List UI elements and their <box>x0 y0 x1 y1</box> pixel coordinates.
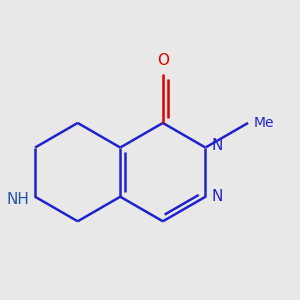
Text: N: N <box>212 189 223 204</box>
Text: NH: NH <box>6 192 29 207</box>
Text: O: O <box>157 53 169 68</box>
Text: N: N <box>212 138 223 153</box>
Text: Me: Me <box>254 116 274 130</box>
